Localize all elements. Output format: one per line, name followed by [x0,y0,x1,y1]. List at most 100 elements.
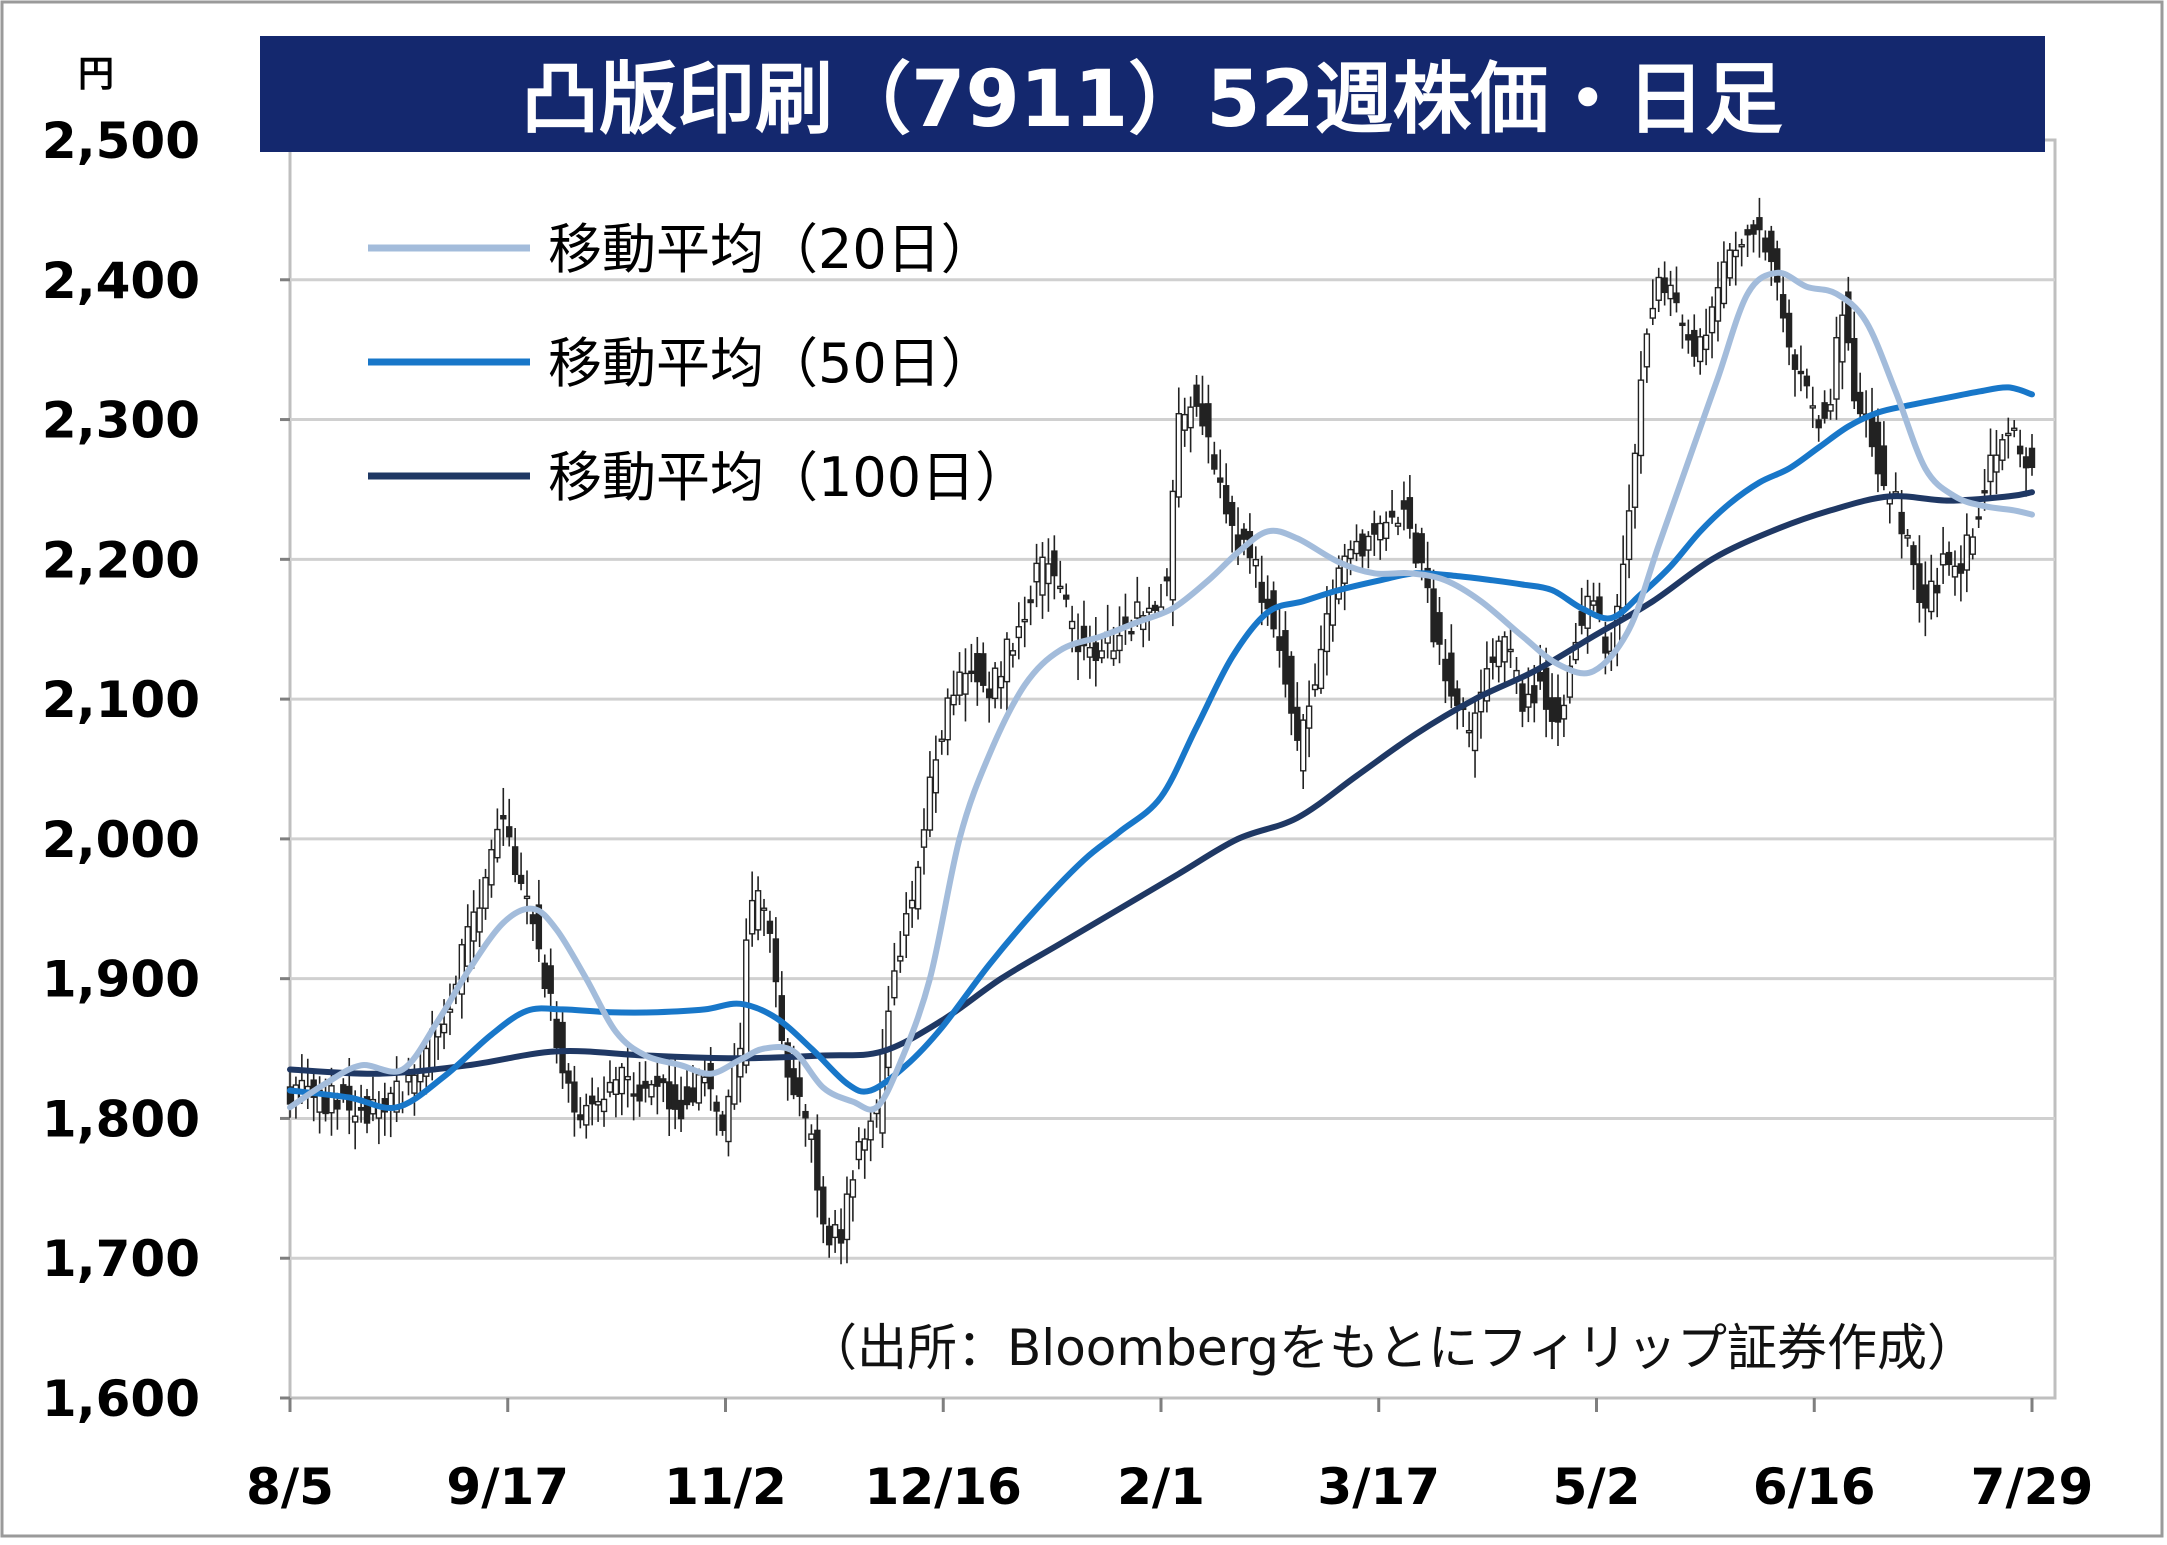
candlestick-series [286,197,2036,1265]
candle-body [1382,521,1390,540]
candle-body [1400,500,1408,510]
y-tick-label: 1,700 [42,1230,200,1288]
candle-body [1495,640,1502,668]
candle-body [529,914,537,925]
candle-body [357,1106,365,1111]
candle-body [1685,334,1692,341]
candle-body [1679,322,1686,327]
candle-body [1797,370,1805,375]
candle-body [1999,439,2006,461]
candle-body [1151,604,1159,611]
candle-body [1128,631,1135,635]
candle-body [1602,636,1609,654]
candle-body [666,1081,673,1110]
source-note: （出所：Bloombergをもとにフィリップ証券作成） [807,1319,1977,1377]
candle-body [660,1078,667,1084]
candle-body [1851,338,1858,402]
candle-body [1217,477,1224,483]
candle-body [1045,563,1052,585]
candle-body [1768,230,1775,263]
candle-body [1821,402,1828,419]
candle-body [470,911,477,942]
candle-body [1975,516,1982,520]
candle-body [1175,413,1182,498]
candle-body [506,826,513,838]
candle-body [1371,523,1378,535]
candle-body [2022,456,2030,469]
candle-body [956,671,963,696]
candle-body [1904,534,1911,539]
candle-body [482,876,489,909]
candle-body [1910,545,1917,566]
candle-body [1116,634,1123,652]
chart-title: 凸版印刷（7911）52週株価・日足 [521,55,1783,145]
candle-body [1365,535,1372,551]
candle-body [1702,334,1710,351]
candle-body [1483,668,1491,702]
candle-body [849,1179,857,1198]
candle-body [553,1018,560,1049]
candle-body [1086,646,1094,658]
candle-body [1880,445,1888,487]
candle-body [1211,454,1218,470]
candle-body [1442,658,1449,682]
candle-body [2028,447,2036,469]
candle-body [328,1085,335,1114]
candle-body [772,938,780,983]
candle-body [1643,333,1651,368]
y-tick-label: 2,500 [42,112,200,170]
candle-body [944,697,951,741]
candle-body [891,970,898,999]
candle-body [1945,551,1953,566]
candle-body [725,1095,732,1143]
candle-body [541,962,548,990]
candle-body [1987,454,1994,483]
candle-body [535,904,543,950]
candle-body [1874,421,1882,475]
candle-body [654,1075,661,1087]
candle-body [1939,553,1947,566]
candle-body [719,1114,726,1131]
candle-body [1738,244,1745,248]
x-tick-label: 2/1 [1117,1458,1205,1516]
candle-body [814,1129,821,1191]
candle-body [405,1074,412,1083]
candle-body [458,944,466,995]
candle-body [1542,667,1550,710]
candle-body [962,672,969,695]
candle-body [1228,501,1236,526]
candle-body [1282,630,1289,685]
candle-body [748,899,756,935]
candle-body [689,1087,697,1103]
candle-body [1815,419,1822,429]
ma50-line [287,384,2035,1111]
candle-body [1240,528,1248,540]
moving-average-series [287,269,2035,1113]
candle-body [1039,556,1046,596]
candle-body [985,688,993,699]
candle-body [1916,563,1923,604]
candle-body [808,1133,815,1140]
candle-body [1501,636,1508,663]
candle-body [825,1225,833,1246]
candle-body [494,828,501,859]
candle-body [1057,585,1064,590]
candle-body [1163,576,1171,582]
candle-body [1809,405,1816,409]
candle-body [1412,532,1419,564]
candle-body [861,1138,868,1151]
y-axis-unit: 円 [78,54,114,95]
candle-body [1377,522,1384,541]
candle-body [1667,284,1674,300]
candle-body [1353,540,1360,555]
candle-body [997,675,1005,689]
candle-body [1779,294,1787,319]
candle-body [831,1224,839,1239]
title-band [260,36,2045,152]
candle-body [938,738,945,742]
candle-body [820,1186,827,1225]
candle-body [1554,697,1562,723]
candle-body [1430,588,1437,643]
candle-body [440,1023,448,1034]
